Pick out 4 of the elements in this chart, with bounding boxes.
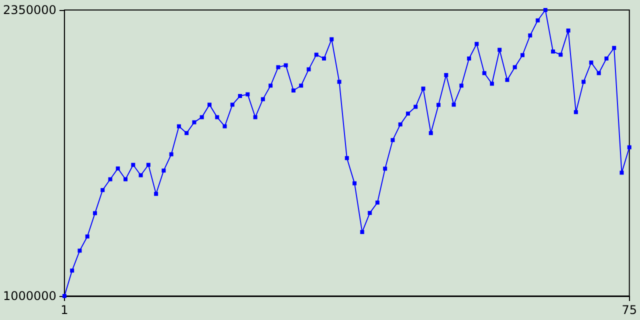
y-tick-label: 1000000 [2, 289, 56, 303]
x-tick-label: 1 [60, 303, 68, 317]
x-tick-label: 75 [622, 303, 638, 317]
y-tick-label: 2350000 [2, 3, 56, 17]
